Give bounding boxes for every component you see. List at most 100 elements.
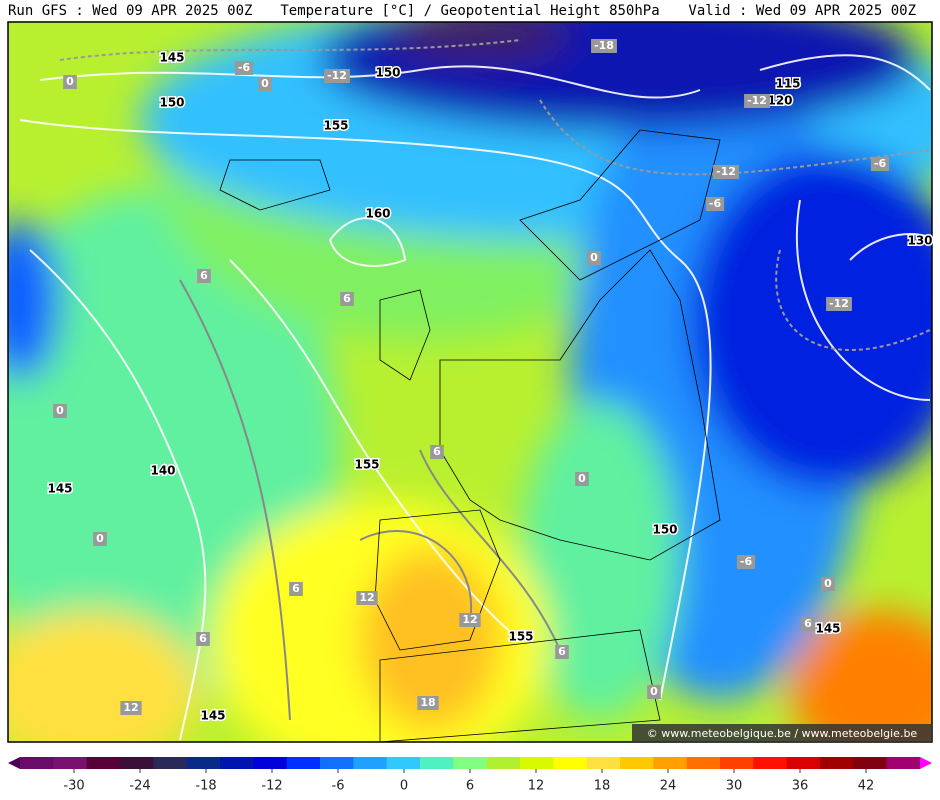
temperature-label: 0 <box>261 77 269 90</box>
colorbar-segment <box>420 757 454 769</box>
temperature-label: -6 <box>740 555 753 568</box>
colorbar-segment <box>120 757 154 769</box>
temperature-label-box <box>93 532 107 546</box>
temperature-label-box <box>120 701 142 715</box>
height-label: 115 <box>775 77 800 91</box>
colorbar-end <box>8 757 20 769</box>
colorbar-tick-label: -18 <box>195 779 216 794</box>
temperature-label-box <box>744 94 770 108</box>
colorbar-tick-label: -24 <box>129 779 150 794</box>
temperature-label: 0 <box>590 251 598 264</box>
temperature-label-box <box>340 292 354 306</box>
colorbar-segment <box>653 757 688 769</box>
colorbar-segment <box>753 757 788 769</box>
temperature-label-box <box>197 269 211 283</box>
colorbar-segment <box>820 757 854 769</box>
temperature-label: 0 <box>650 685 658 698</box>
temperature-label: 6 <box>433 445 441 458</box>
colorbar-segment <box>186 757 221 769</box>
temperature-label-box <box>587 251 601 265</box>
colorbar-segment <box>153 757 188 769</box>
temperature-label-box <box>324 69 350 83</box>
temperature-label: -18 <box>594 39 614 52</box>
colorbar-segment <box>320 757 354 769</box>
colorbar-tick-label: 18 <box>594 779 611 794</box>
temperature-label-box <box>647 685 661 699</box>
colorbar-segment <box>853 757 888 769</box>
height-label: 140 <box>150 464 175 478</box>
colorbar-tick-label: 24 <box>660 779 677 794</box>
temperature-label-box <box>459 613 481 627</box>
colorbar-tick-label: -12 <box>261 779 282 794</box>
height-label: 145 <box>47 482 72 496</box>
temperature-label-box <box>555 645 569 659</box>
temperature-label-box <box>430 445 444 459</box>
colorbar-segment <box>686 757 721 769</box>
colorbar-tick-label: -6 <box>332 779 345 794</box>
height-label: 155 <box>508 630 533 644</box>
temperature-label-box <box>801 617 815 631</box>
temperature-label-box <box>591 39 617 53</box>
temperature-label-box <box>53 404 67 418</box>
temperature-label: 6 <box>343 292 351 305</box>
height-label: 160 <box>365 207 390 221</box>
colorbar-segment <box>353 757 388 769</box>
height-label: 150 <box>375 66 400 80</box>
colorbar-segment <box>86 757 121 769</box>
temperature-label: -12 <box>747 94 767 107</box>
height-label: 145 <box>815 622 840 636</box>
colorbar-segment <box>520 757 554 769</box>
colorbar-tick-label: 6 <box>466 779 474 794</box>
temperature-label: -6 <box>238 61 251 74</box>
temperature-label-box <box>826 297 852 311</box>
colorbar-segment <box>620 757 654 769</box>
temperature-label-box <box>736 555 756 569</box>
colorbar-segment <box>53 757 88 769</box>
colorbar-segment <box>886 757 921 769</box>
colorbar-tick-label: 0 <box>400 779 408 794</box>
title: Temperature [°C] / Geopotential Height 8… <box>280 3 659 19</box>
valid-label: Valid : Wed 09 APR 2025 00Z <box>688 3 916 19</box>
temperature-label: -6 <box>709 197 722 210</box>
colorbar-end <box>920 757 932 769</box>
temperature-label: -12 <box>716 165 736 178</box>
temperature-label-box <box>575 472 589 486</box>
temperature-label-box <box>870 157 890 171</box>
temperature-label: 0 <box>824 577 832 590</box>
temperature-label: 12 <box>359 591 374 604</box>
colorbar-tick-label: 42 <box>858 779 875 794</box>
temperature-label: 0 <box>66 75 74 88</box>
height-label: 150 <box>652 523 677 537</box>
temperature-label: -12 <box>327 69 347 82</box>
temperature-label: 6 <box>558 645 566 658</box>
temperature-label: 18 <box>420 696 435 709</box>
height-label: 150 <box>159 96 184 110</box>
temperature-label: -6 <box>874 157 887 170</box>
temperature-label-box <box>234 61 254 75</box>
height-label: 155 <box>323 119 348 133</box>
temperature-label: 6 <box>200 269 208 282</box>
temperature-label: 0 <box>56 404 64 417</box>
colorbar-tick-label: 12 <box>528 779 545 794</box>
map-frame <box>7 21 933 743</box>
run-label: Run GFS : Wed 09 APR 2025 00Z <box>8 3 252 19</box>
credit-box <box>632 724 932 742</box>
colorbar-segment <box>553 757 588 769</box>
colorbar-segment <box>253 757 288 769</box>
credit: © www.meteobelgique.be / www.meteobelgie… <box>647 727 918 740</box>
temperature-label-box <box>289 582 303 596</box>
temperature-label: 12 <box>123 701 138 714</box>
height-label: 145 <box>159 51 184 65</box>
colorbar-tick-label: -30 <box>63 779 84 794</box>
temperature-label-box <box>821 577 835 591</box>
colorbar-segment <box>486 757 521 769</box>
colorbar-segment <box>220 757 254 769</box>
colorbar-segment <box>586 757 621 769</box>
temperature-label: 6 <box>292 582 300 595</box>
temperature-label-box <box>356 591 378 605</box>
colorbar-segment <box>286 757 321 769</box>
temperature-label-box <box>63 75 77 89</box>
map <box>8 22 932 742</box>
colorbar-segment <box>386 757 421 769</box>
height-label: 120 <box>767 94 792 108</box>
